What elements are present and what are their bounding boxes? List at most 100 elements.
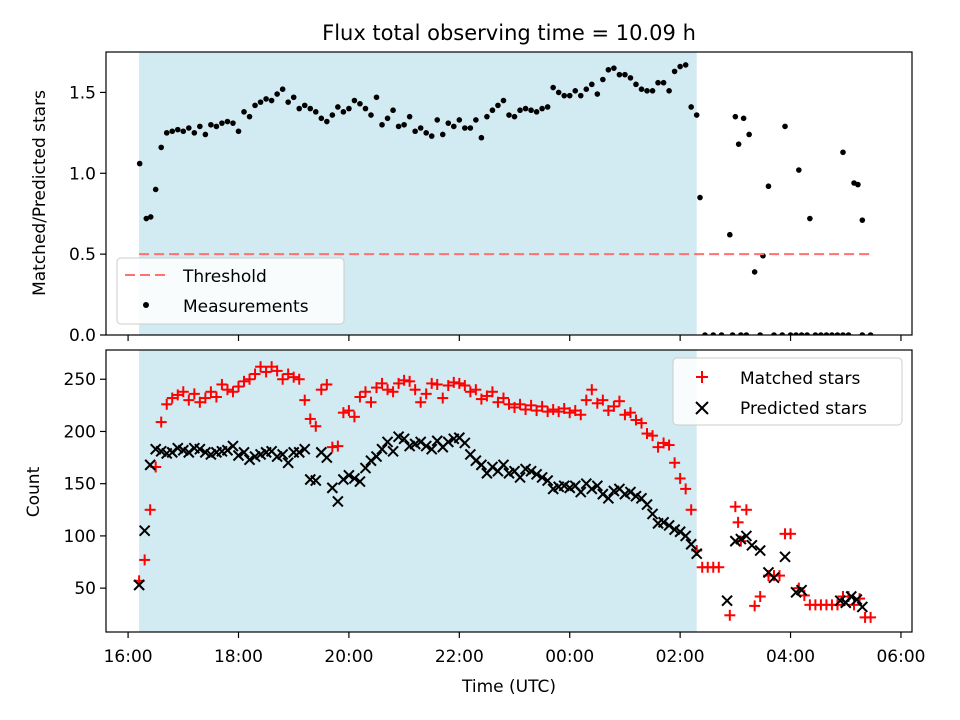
matched-star-point bbox=[221, 384, 233, 396]
measurement-point bbox=[301, 102, 308, 109]
measurement-point bbox=[235, 128, 242, 135]
predicted-star-point bbox=[525, 465, 537, 477]
measurement-point bbox=[779, 332, 786, 335]
measurement-point bbox=[743, 332, 750, 335]
measurement-point bbox=[702, 332, 708, 335]
bottom-axes-frame bbox=[105, 349, 913, 633]
matched-star-point bbox=[735, 535, 747, 547]
measurement-point bbox=[746, 131, 752, 138]
predicted-star-point bbox=[310, 474, 322, 487]
predicted-star-point bbox=[795, 584, 808, 596]
measurement-point bbox=[279, 86, 286, 92]
matched-star-point bbox=[630, 414, 642, 426]
measurement-point bbox=[312, 109, 319, 115]
matched-star-point bbox=[624, 407, 636, 419]
measurement-point bbox=[812, 332, 819, 335]
predicted-star-point bbox=[514, 471, 526, 484]
matched-star-point bbox=[277, 373, 289, 385]
bottom-panel: 50 100 150 200 250 16:00 18:00 20:00 22:00 00:00… bbox=[24, 349, 925, 697]
predicted-star-point bbox=[326, 482, 339, 494]
measurement-point bbox=[757, 332, 763, 335]
predicted-star-point bbox=[768, 571, 780, 584]
measurement-point bbox=[622, 71, 628, 78]
matched-star-point bbox=[470, 384, 482, 396]
matched-star-point bbox=[194, 396, 206, 408]
measurement-point bbox=[644, 88, 650, 94]
measurement-point bbox=[798, 332, 805, 335]
matched-star-point bbox=[238, 375, 250, 387]
predicted-star-point bbox=[133, 579, 145, 591]
measurement-point bbox=[765, 183, 772, 190]
measurement-point bbox=[191, 130, 198, 136]
measurement-point bbox=[208, 121, 214, 128]
measurement-point bbox=[732, 113, 739, 120]
matched-stars-points bbox=[133, 361, 877, 623]
measurement-point bbox=[390, 107, 396, 114]
predicted-star-point bbox=[475, 459, 488, 471]
measurement-point bbox=[500, 97, 507, 104]
top-y-tick-label: 1.0 bbox=[69, 164, 96, 184]
predicted-star-point bbox=[735, 533, 747, 545]
measurement-point bbox=[439, 131, 446, 138]
measurement-point bbox=[484, 113, 490, 120]
predicted-star-point bbox=[754, 544, 766, 557]
measurement-point bbox=[818, 332, 824, 335]
matched-star-point bbox=[398, 374, 410, 386]
legend-measurements-label: Measurements bbox=[183, 297, 309, 317]
predicted-star-point bbox=[646, 508, 659, 520]
predicted-star-point bbox=[721, 594, 733, 607]
predicted-star-point bbox=[376, 443, 388, 455]
predicted-star-point bbox=[497, 459, 510, 471]
matched-star-point bbox=[536, 400, 548, 412]
predicted-star-point bbox=[690, 547, 703, 560]
matched-star-point bbox=[647, 430, 659, 442]
measurement-point bbox=[324, 118, 330, 125]
measurement-point bbox=[143, 215, 150, 222]
measurement-point bbox=[859, 217, 866, 223]
measurement-point bbox=[655, 79, 661, 86]
measurement-point bbox=[793, 332, 799, 335]
matched-star-point bbox=[255, 361, 267, 373]
measurement-point bbox=[230, 120, 236, 126]
measurement-point bbox=[796, 167, 802, 173]
measurement-point bbox=[727, 231, 733, 238]
measurement-point bbox=[682, 62, 689, 68]
matched-star-point bbox=[387, 386, 399, 398]
predicted-star-point bbox=[227, 440, 239, 452]
measurement-point bbox=[533, 109, 540, 115]
predicted-star-point bbox=[740, 530, 753, 542]
predicted-star-point bbox=[238, 446, 250, 459]
bottom-y-tick-label: 100 bbox=[64, 527, 96, 547]
x-axis-label: Time (UTC) bbox=[461, 677, 556, 697]
measurement-point bbox=[467, 125, 474, 131]
matched-star-point bbox=[139, 554, 151, 566]
measurement-point bbox=[561, 92, 568, 99]
matched-star-point bbox=[453, 377, 465, 389]
predicted-star-point bbox=[746, 539, 758, 552]
bottom-x-tick-label: 04:00 bbox=[766, 647, 815, 667]
matched-star-point bbox=[503, 398, 515, 410]
matched-star-point bbox=[282, 368, 294, 380]
measurement-point bbox=[583, 86, 590, 92]
matched-star-point bbox=[602, 405, 614, 417]
matched-star-point bbox=[144, 504, 156, 516]
predicted-star-point bbox=[359, 462, 372, 474]
predicted-star-point bbox=[591, 480, 604, 492]
matched-star-point bbox=[729, 501, 741, 513]
measurement-point bbox=[740, 115, 747, 122]
measurement-point bbox=[566, 92, 573, 99]
matched-star-point bbox=[371, 382, 383, 394]
matched-star-point bbox=[459, 380, 471, 392]
predicted-star-point bbox=[536, 471, 548, 484]
bottom-x-tick-label: 20:00 bbox=[324, 647, 373, 667]
bottom-x-tick-label: 06:00 bbox=[876, 647, 925, 667]
measurement-point bbox=[840, 332, 846, 335]
predicted-star-point bbox=[243, 453, 256, 466]
measurement-point bbox=[544, 104, 551, 110]
predicted-star-point bbox=[293, 446, 305, 459]
top-y-tick-label: 0.0 bbox=[69, 326, 96, 346]
predicted-star-point bbox=[657, 516, 670, 529]
measurement-point bbox=[751, 269, 758, 275]
measurement-point bbox=[677, 63, 683, 70]
